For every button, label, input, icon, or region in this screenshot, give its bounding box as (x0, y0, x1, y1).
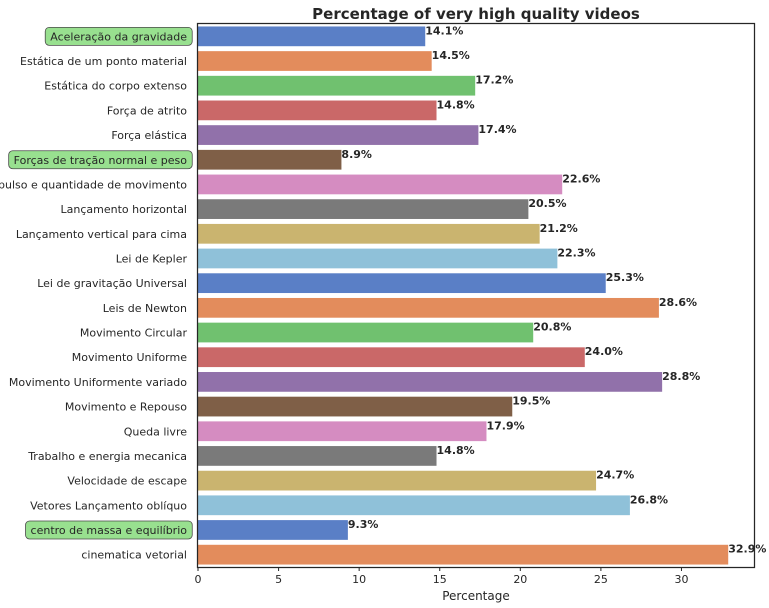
bar (198, 273, 606, 294)
data-label: 9.3% (348, 518, 379, 531)
category-label: Lançamento vertical para cima (16, 228, 187, 241)
x-tick-label: 15 (433, 573, 447, 586)
category-highlight-box (8, 150, 193, 170)
category-label: Força elástica (111, 129, 187, 142)
category-label: Estática do corpo extenso (44, 80, 187, 93)
data-labels: 14.1%14.5%17.2%14.8%17.4%8.9%22.6%20.5%2… (341, 24, 766, 555)
bar (198, 470, 597, 491)
x-axis-label: Percentage (442, 589, 510, 603)
bar (198, 223, 540, 244)
data-label: 25.3% (606, 271, 644, 284)
x-tick-label: 20 (513, 573, 527, 586)
data-label: 32.9% (728, 543, 766, 556)
data-label: 14.1% (425, 24, 463, 37)
chart-title: Percentage of very high quality videos (312, 5, 640, 23)
bar (198, 199, 529, 219)
category-label: Queda livre (124, 425, 188, 438)
data-label: 22.6% (562, 172, 600, 185)
data-label: 26.8% (630, 493, 668, 506)
plot-frame (196, 22, 756, 569)
category-label: Velocidade de escape (67, 475, 187, 488)
highlight-label-boxes (8, 26, 193, 540)
category-label: Movimento Uniformente variado (9, 376, 187, 389)
bar (198, 75, 476, 96)
x-tick-label: 10 (352, 573, 366, 586)
data-label: 28.8% (662, 370, 700, 383)
data-label: 14.8% (437, 444, 475, 457)
data-label: 14.5% (432, 49, 470, 62)
bar (198, 396, 513, 417)
data-label: 19.5% (512, 395, 550, 408)
bar (198, 100, 437, 121)
data-label: 8.9% (341, 148, 372, 161)
category-highlight-box (44, 26, 193, 46)
category-label: Aceleração da gravidade (50, 30, 187, 43)
category-label: Vetores Lançamento oblíquo (30, 499, 187, 512)
category-label: Lançamento horizontal (61, 203, 188, 216)
category-label: Movimento Uniforme (72, 351, 188, 364)
data-label: 20.5% (528, 197, 566, 210)
x-tick-label: 30 (674, 573, 688, 586)
category-label: cinematica vetorial (81, 549, 187, 562)
category-label: Movimento e Repouso (65, 401, 187, 414)
category-label: Movimento Circular (80, 327, 188, 340)
data-label: 17.9% (486, 419, 524, 432)
data-label: 22.3% (557, 246, 595, 259)
data-label: 24.7% (596, 469, 634, 482)
data-label: 28.6% (659, 296, 697, 309)
bar (198, 322, 534, 343)
data-label: 17.4% (478, 123, 516, 136)
bar (198, 520, 348, 540)
bar (198, 446, 437, 466)
data-label: 20.8% (533, 321, 571, 334)
bar (198, 51, 432, 71)
bar (198, 125, 479, 145)
category-label: Força de atrito (107, 104, 187, 117)
data-label: 14.8% (437, 98, 475, 111)
category-label: Impulso e quantidade de movimento (0, 178, 187, 191)
bar (198, 297, 659, 318)
data-label: 17.2% (475, 74, 513, 87)
bar (198, 495, 630, 516)
bar (198, 149, 342, 170)
bar (198, 544, 729, 565)
category-label: Lei de gravitação Universal (37, 277, 187, 290)
bar (198, 347, 585, 368)
bar (198, 421, 487, 442)
category-label: Lei de Kepler (116, 252, 188, 265)
category-highlight-box (25, 520, 193, 540)
x-axis-ticks: 0 5 10 15 20 25 30 (195, 567, 688, 586)
x-tick-label: 25 (594, 573, 608, 586)
x-tick-label: 5 (275, 573, 282, 586)
bars-group (198, 26, 729, 565)
bar (198, 372, 663, 392)
bar (198, 174, 563, 195)
category-label: Leis de Newton (103, 302, 187, 315)
bar (198, 248, 558, 269)
category-label: Trabalho e energia mecanica (27, 450, 187, 463)
category-labels: Aceleração da gravidade Estática de um po… (0, 30, 187, 561)
category-label: Forças de tração normal e peso (14, 154, 188, 167)
data-label: 24.0% (585, 345, 623, 358)
x-tick-label: 0 (195, 573, 202, 586)
category-label: Estática de um ponto material (20, 55, 187, 68)
data-label: 21.2% (540, 222, 578, 235)
bar (198, 26, 426, 47)
category-label: centro de massa e equilíbrio (31, 524, 188, 537)
